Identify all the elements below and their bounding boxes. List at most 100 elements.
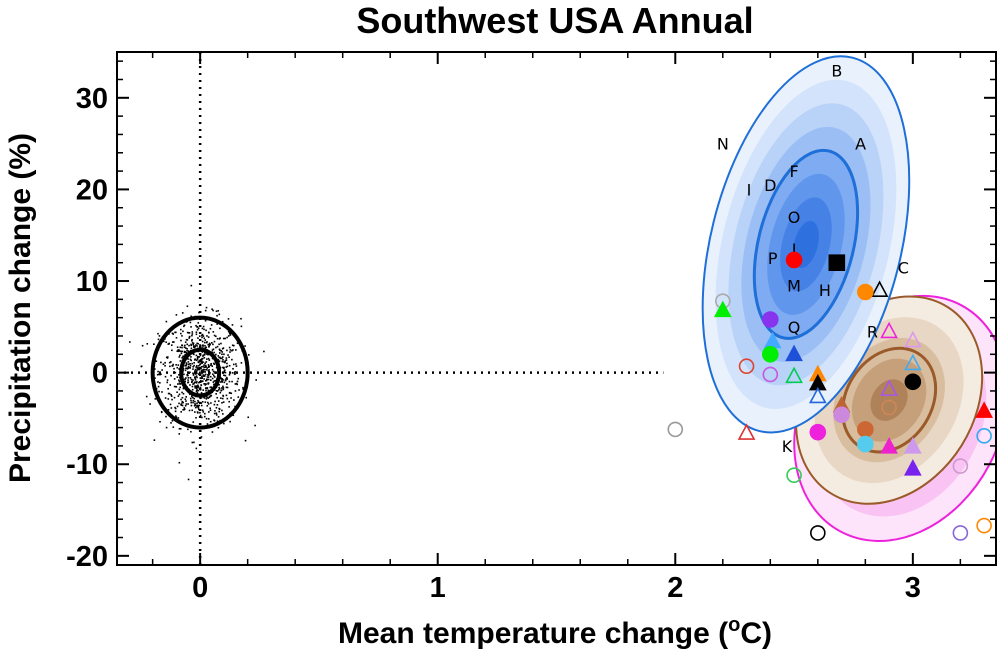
- nv-point: [199, 430, 202, 432]
- nv-point: [212, 373, 214, 376]
- marker-circle: [976, 517, 992, 534]
- nv-point: [169, 365, 171, 368]
- nv-point: [189, 358, 192, 361]
- nv-point: [214, 410, 216, 412]
- marker-triangle: [904, 437, 922, 454]
- nv-point: [177, 395, 180, 397]
- nv-point: [223, 366, 225, 369]
- nv-point: [191, 338, 193, 341]
- nv-point: [222, 413, 224, 415]
- x-axis-label: Mean temperature change (oC): [338, 614, 772, 650]
- nv-point: [204, 387, 207, 390]
- nv-point: [188, 337, 190, 339]
- model-markers: [667, 251, 993, 541]
- nv-point: [220, 379, 223, 381]
- nv-point: [227, 318, 230, 320]
- nv-point: [195, 385, 198, 387]
- nv-point: [194, 370, 196, 372]
- nv-point: [223, 353, 225, 356]
- nv-point: [181, 350, 183, 353]
- nv-point: [196, 392, 199, 394]
- nv-point: [231, 358, 233, 361]
- nv-point: [201, 327, 204, 330]
- nv-point: [188, 409, 191, 412]
- nv-point: [191, 334, 193, 337]
- nv-point: [167, 408, 170, 411]
- nv-point: [190, 401, 193, 404]
- y-tick-label: -10: [66, 449, 108, 481]
- nv-point: [220, 381, 222, 383]
- nv-point: [255, 379, 257, 381]
- nv-point: [176, 391, 178, 394]
- nv-point: [238, 389, 240, 391]
- nv-point: [167, 387, 169, 390]
- nv-point: [190, 356, 192, 358]
- nv-point: [228, 380, 231, 383]
- nv-point: [210, 379, 212, 381]
- nv-point: [184, 347, 187, 349]
- nv-point: [180, 404, 183, 406]
- marker-triangle: [904, 353, 922, 371]
- nv-point: [191, 331, 194, 333]
- nv-point: [199, 339, 202, 341]
- nv-point: [209, 407, 211, 410]
- nv-point: [209, 375, 212, 378]
- nv-point: [206, 341, 208, 343]
- nv-point: [187, 363, 190, 366]
- nv-point: [196, 345, 198, 347]
- nv-point: [202, 355, 204, 357]
- nv-point: [226, 383, 228, 385]
- nv-point: [218, 360, 221, 362]
- y-axis-label: Precipitation change (%): [4, 133, 37, 483]
- nv-point: [237, 377, 240, 380]
- nv-point: [200, 367, 202, 370]
- letter-label: C: [898, 258, 909, 277]
- nv-point: [226, 386, 229, 389]
- nv-point: [178, 427, 181, 430]
- nv-point: [200, 436, 203, 438]
- nv-point: [182, 330, 184, 333]
- marker-triangle: [785, 366, 803, 384]
- nv-point: [198, 359, 201, 362]
- nv-point: [223, 422, 225, 425]
- nv-point: [189, 362, 191, 365]
- nv-point: [183, 324, 186, 327]
- nv-point: [195, 447, 198, 450]
- nv-point: [184, 398, 187, 401]
- nv-point: [196, 328, 199, 331]
- nv-point: [230, 397, 232, 399]
- nv-point: [199, 373, 202, 375]
- nv-point: [221, 397, 224, 400]
- nv-point: [226, 378, 229, 380]
- nv-point: [199, 396, 201, 399]
- nv-point: [202, 380, 204, 382]
- nv-point: [244, 439, 247, 442]
- nv-point: [173, 367, 175, 370]
- nv-point: [193, 346, 195, 349]
- nv-point: [229, 349, 232, 351]
- nv-point: [201, 344, 204, 347]
- nv-point: [199, 344, 201, 346]
- nv-point: [228, 356, 230, 358]
- nv-point: [231, 372, 234, 374]
- nv-point: [185, 362, 188, 364]
- nv-point: [161, 369, 163, 371]
- nv-point: [187, 428, 189, 431]
- nv-point: [205, 368, 208, 371]
- nv-point: [212, 374, 215, 377]
- nv-point: [194, 381, 197, 384]
- nv-point: [169, 403, 172, 406]
- nv-point: [205, 389, 207, 392]
- nv-point: [221, 360, 224, 363]
- nv-point: [196, 342, 198, 345]
- nv-point: [195, 324, 197, 327]
- nv-point: [202, 365, 204, 368]
- nv-point: [204, 366, 206, 368]
- nv-point: [205, 361, 208, 363]
- nv-point: [191, 333, 194, 335]
- nv-point: [189, 321, 192, 324]
- nv-point: [223, 367, 225, 370]
- nv-point: [202, 354, 205, 357]
- nv-point: [158, 373, 160, 376]
- x-tick-label: 1: [430, 572, 446, 604]
